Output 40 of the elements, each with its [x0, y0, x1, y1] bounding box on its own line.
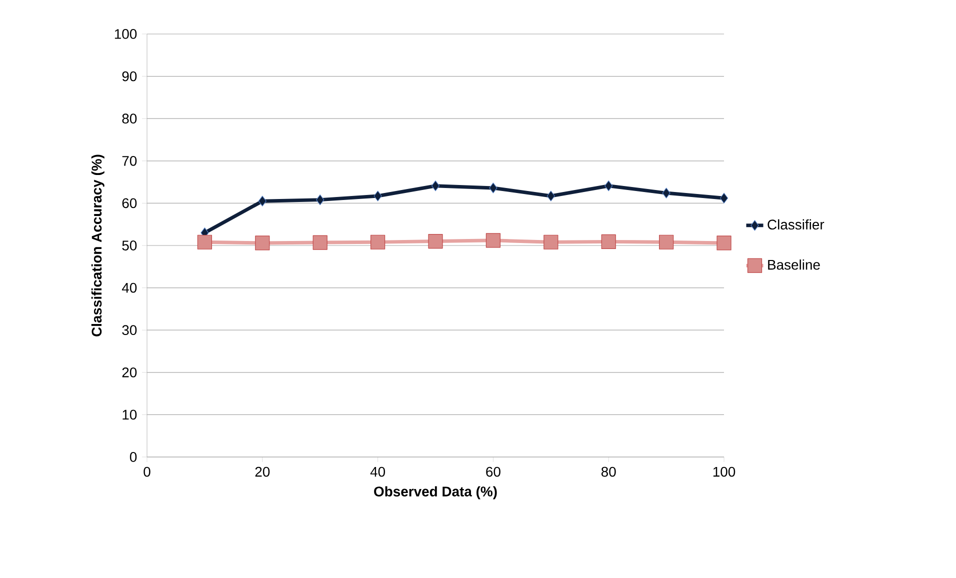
y-tick-label: 80	[122, 114, 137, 124]
point	[662, 188, 670, 198]
point	[659, 234, 674, 250]
x-tick-label: 40	[370, 466, 386, 477]
y-tick-label: 0	[130, 452, 137, 462]
point	[546, 190, 555, 202]
point	[428, 234, 443, 249]
x-tick-label: 100	[713, 466, 736, 477]
point	[255, 236, 270, 250]
y-axis-title: Classification Accuracy (%)	[91, 154, 104, 336]
point	[489, 182, 498, 194]
point	[604, 180, 613, 192]
point	[601, 234, 616, 249]
x-tick-label: 0	[144, 466, 150, 477]
y-tick-label: 30	[122, 325, 137, 336]
x-tick-label: 60	[486, 466, 500, 477]
y-tick-label: 40	[122, 282, 137, 293]
y-tick-label: 20	[122, 367, 137, 378]
y-tick-label: 70	[122, 156, 137, 166]
point	[544, 234, 558, 250]
y-tick-label: 100	[114, 29, 137, 39]
legend-label: Classifier	[768, 219, 824, 230]
point	[316, 194, 324, 206]
y-tick-label: 60	[122, 198, 137, 208]
x-tick-label: 20	[255, 466, 270, 477]
point	[258, 196, 266, 206]
x-tick-label: 80	[601, 466, 616, 477]
legend-label: Baseline	[768, 259, 820, 270]
point	[370, 234, 386, 250]
point	[486, 233, 501, 248]
y-tick-label: 10	[122, 410, 137, 420]
point	[197, 234, 212, 250]
point	[312, 235, 328, 250]
y-tick-label: 50	[122, 240, 137, 250]
point	[374, 190, 382, 202]
x-axis-title: Observed Data (%)	[374, 486, 497, 500]
point	[720, 192, 728, 204]
point	[716, 236, 732, 250]
y-tick-label: 90	[122, 71, 137, 82]
point	[431, 180, 440, 192]
